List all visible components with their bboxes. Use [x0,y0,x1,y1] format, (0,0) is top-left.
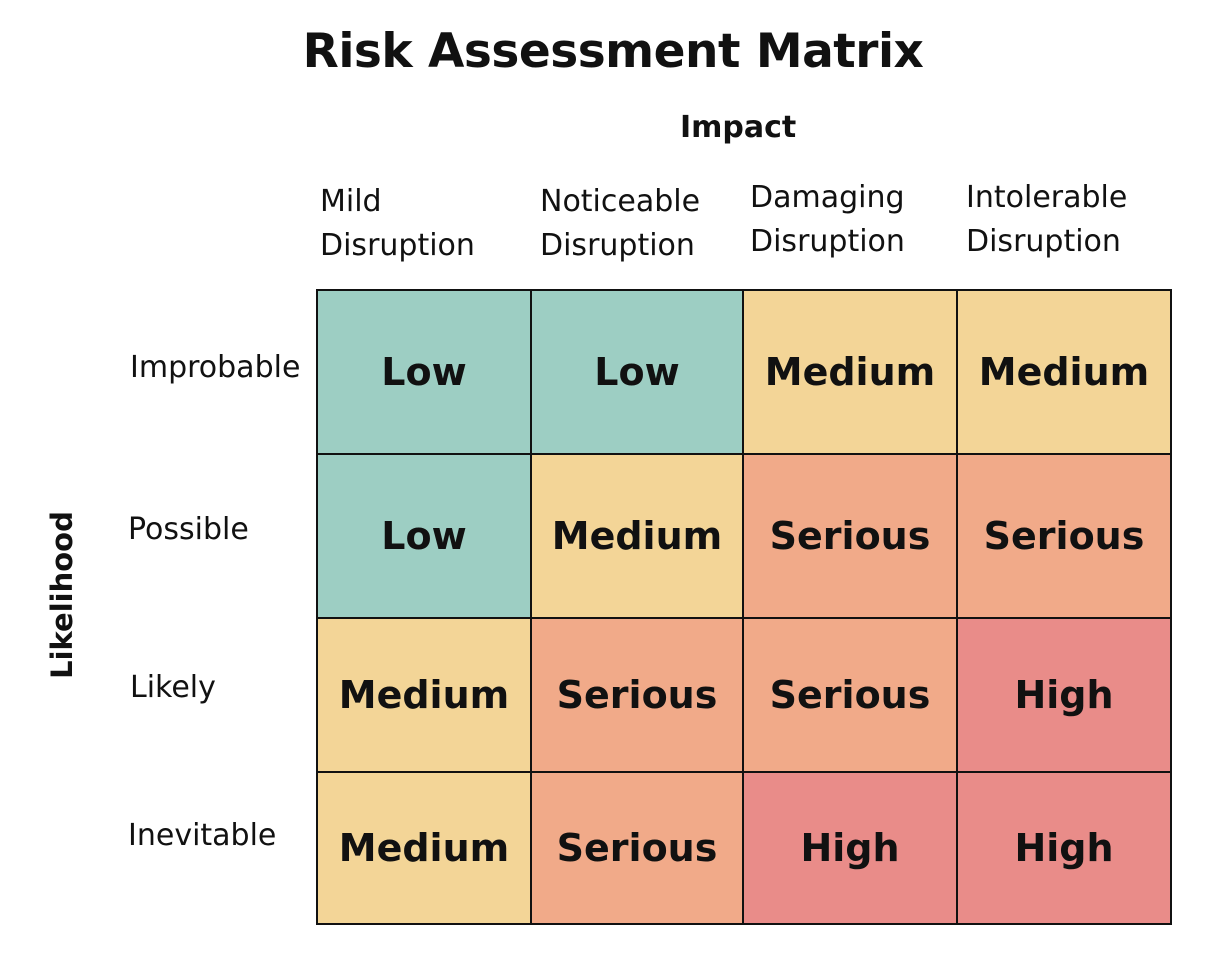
column-header-line: Intolerable [966,180,1128,215]
risk-cell: Medium [318,773,532,923]
column-header-line: Disruption [540,228,695,263]
impact-axis-label: Impact [680,110,797,145]
risk-cell: Serious [958,455,1170,619]
risk-cell: Serious [744,455,958,619]
column-header-intolerable: Intolerable Disruption [966,176,1127,264]
likelihood-axis-label: Likelihood [45,511,79,679]
risk-cell: Low [532,291,744,455]
risk-cell: High [958,619,1170,773]
row-label-inevitable: Inevitable [128,818,277,853]
risk-cell: Serious [744,619,958,773]
row-label-improbable: Improbable [130,350,301,385]
column-header-line: Mild [320,184,382,219]
column-header-line: Disruption [320,228,475,263]
risk-cell: Serious [532,619,744,773]
column-header-line: Damaging [750,180,905,215]
risk-matrix-grid: Low Low Medium Medium Low Medium Serious… [316,289,1172,925]
risk-cell: Low [318,291,532,455]
risk-cell: Medium [532,455,744,619]
column-header-mild: Mild Disruption [320,180,475,268]
risk-cell: High [744,773,958,923]
matrix-title: Risk Assessment Matrix [302,24,924,79]
risk-cell: Medium [958,291,1170,455]
risk-cell: Medium [744,291,958,455]
risk-cell: High [958,773,1170,923]
column-header-line: Noticeable [540,184,701,219]
row-label-possible: Possible [128,512,249,547]
column-header-line: Disruption [750,224,905,259]
risk-cell: Low [318,455,532,619]
risk-cell: Serious [532,773,744,923]
column-header-noticeable: Noticeable Disruption [540,180,700,268]
risk-cell: Medium [318,619,532,773]
column-header-damaging: Damaging Disruption [750,176,905,264]
column-header-line: Disruption [966,224,1121,259]
row-label-likely: Likely [130,670,216,705]
